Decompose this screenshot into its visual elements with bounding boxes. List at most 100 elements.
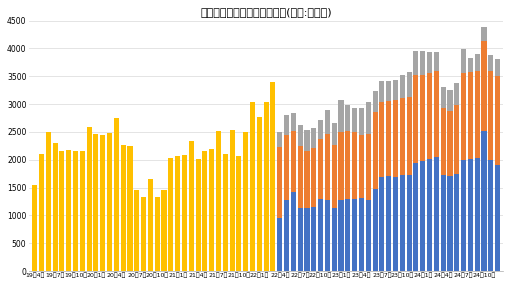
Bar [304, 208, 309, 271]
Bar [52, 143, 58, 271]
Bar [487, 71, 492, 160]
Bar [419, 50, 425, 75]
Bar [331, 145, 336, 208]
Bar [406, 72, 411, 97]
Bar [419, 161, 425, 271]
Bar [290, 113, 295, 131]
Bar [297, 207, 302, 271]
Bar [87, 127, 92, 271]
Bar [175, 156, 180, 271]
Bar [385, 101, 390, 176]
Bar [141, 197, 146, 271]
Bar [392, 177, 397, 271]
Bar [467, 72, 472, 158]
Bar [358, 108, 363, 135]
Bar [277, 147, 282, 218]
Bar [413, 51, 418, 75]
Bar [351, 133, 356, 199]
Bar [270, 82, 275, 271]
Bar [358, 198, 363, 271]
Bar [460, 160, 465, 271]
Bar [474, 71, 479, 158]
Bar [324, 200, 329, 271]
Bar [454, 105, 459, 174]
Bar [460, 74, 465, 160]
Bar [284, 200, 289, 271]
Bar [440, 175, 445, 271]
Bar [351, 109, 356, 133]
Bar [338, 132, 343, 200]
Bar [318, 120, 323, 139]
Bar [372, 91, 377, 112]
Bar [345, 131, 350, 199]
Bar [446, 89, 451, 111]
Bar [399, 74, 404, 98]
Bar [107, 133, 112, 271]
Bar [79, 151, 84, 271]
Bar [46, 132, 51, 271]
Bar [426, 159, 431, 271]
Bar [168, 158, 173, 271]
Bar [480, 131, 486, 271]
Bar [93, 134, 98, 271]
Bar [39, 154, 44, 271]
Bar [188, 141, 193, 271]
Bar [433, 158, 438, 271]
Bar [297, 146, 302, 207]
Bar [419, 75, 425, 161]
Bar [100, 135, 105, 271]
Title: フリューの月次売上高の推移(単位:百万円): フリューの月次売上高の推移(単位:百万円) [200, 7, 331, 17]
Bar [114, 118, 119, 271]
Bar [372, 112, 377, 189]
Bar [372, 189, 377, 271]
Bar [290, 192, 295, 271]
Bar [474, 54, 479, 71]
Bar [310, 128, 316, 148]
Bar [182, 155, 187, 271]
Bar [209, 149, 214, 271]
Bar [433, 52, 438, 71]
Bar [494, 60, 499, 76]
Bar [379, 81, 384, 102]
Bar [215, 131, 220, 271]
Bar [460, 49, 465, 74]
Bar [433, 71, 438, 158]
Bar [290, 131, 295, 192]
Bar [480, 27, 486, 41]
Bar [494, 165, 499, 271]
Bar [426, 73, 431, 159]
Bar [243, 133, 248, 271]
Bar [426, 52, 431, 73]
Bar [161, 190, 166, 271]
Bar [345, 199, 350, 271]
Bar [399, 98, 404, 175]
Bar [284, 115, 289, 135]
Bar [310, 148, 316, 207]
Bar [277, 132, 282, 147]
Bar [229, 130, 234, 271]
Bar [310, 207, 316, 271]
Bar [32, 185, 37, 271]
Bar [440, 109, 445, 175]
Bar [385, 81, 390, 101]
Bar [467, 58, 472, 72]
Bar [127, 146, 132, 271]
Bar [338, 200, 343, 271]
Bar [324, 134, 329, 200]
Bar [256, 117, 261, 271]
Bar [277, 218, 282, 271]
Bar [413, 75, 418, 163]
Bar [413, 163, 418, 271]
Bar [154, 197, 159, 271]
Bar [440, 87, 445, 109]
Bar [467, 158, 472, 271]
Bar [297, 125, 302, 146]
Bar [379, 102, 384, 177]
Bar [331, 208, 336, 271]
Bar [399, 175, 404, 271]
Bar [351, 199, 356, 271]
Bar [222, 154, 228, 271]
Bar [454, 174, 459, 271]
Bar [358, 135, 363, 198]
Bar [249, 102, 254, 271]
